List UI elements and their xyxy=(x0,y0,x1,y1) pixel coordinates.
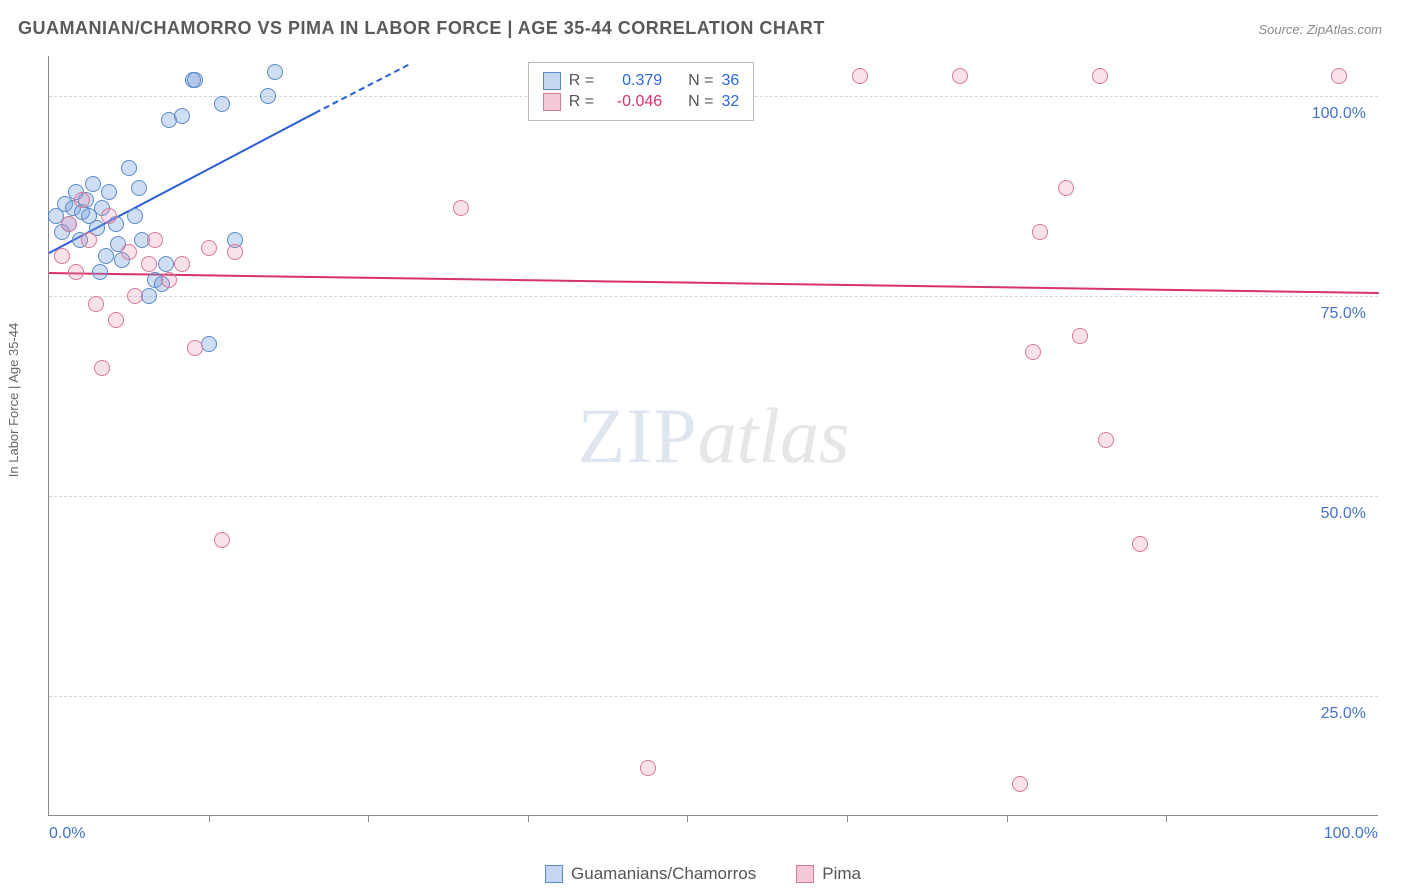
legend-swatch-icon xyxy=(796,865,814,883)
data-point xyxy=(453,200,469,216)
watermark: ZIPatlas xyxy=(578,391,850,481)
trend-line xyxy=(315,64,409,114)
chart-title: GUAMANIAN/CHAMORRO VS PIMA IN LABOR FORC… xyxy=(18,18,825,39)
data-point xyxy=(174,256,190,272)
legend-label: Pima xyxy=(822,864,861,884)
n-value: 32 xyxy=(721,93,739,111)
gridline xyxy=(49,496,1378,497)
data-point xyxy=(85,176,101,192)
data-point xyxy=(147,232,163,248)
data-point xyxy=(74,192,90,208)
data-point xyxy=(54,248,70,264)
x-tick-mark xyxy=(1007,815,1008,822)
legend-swatch-icon xyxy=(545,865,563,883)
data-point xyxy=(174,108,190,124)
legend-swatch-icon xyxy=(543,93,561,111)
legend-swatch-icon xyxy=(543,72,561,90)
data-point xyxy=(98,248,114,264)
y-axis-label: In Labor Force | Age 35-44 xyxy=(6,323,21,477)
r-label: R = xyxy=(569,72,594,90)
data-point xyxy=(1331,68,1347,84)
legend-item: Guamanians/Chamorros xyxy=(545,864,756,884)
r-value: -0.046 xyxy=(602,93,662,111)
x-tick-mark xyxy=(1166,815,1167,822)
data-point xyxy=(101,184,117,200)
data-point xyxy=(267,64,283,80)
legend-label: Guamanians/Chamorros xyxy=(571,864,756,884)
r-label: R = xyxy=(569,93,594,111)
x-tick-mark xyxy=(687,815,688,822)
data-point xyxy=(121,244,137,260)
x-tick-label: 100.0% xyxy=(1324,825,1378,843)
data-point xyxy=(1132,536,1148,552)
stats-legend-row: R = -0.046 N = 32 xyxy=(543,93,739,111)
data-point xyxy=(161,272,177,288)
n-value: 36 xyxy=(721,72,739,90)
data-point xyxy=(852,68,868,84)
data-point xyxy=(227,244,243,260)
data-point xyxy=(121,160,137,176)
data-point xyxy=(127,208,143,224)
source-attribution: Source: ZipAtlas.com xyxy=(1258,22,1382,37)
y-tick-label: 100.0% xyxy=(1312,105,1366,123)
n-label: N = xyxy=(688,72,713,90)
x-tick-label: 0.0% xyxy=(49,825,85,843)
data-point xyxy=(1092,68,1108,84)
data-point xyxy=(141,256,157,272)
x-tick-mark xyxy=(528,815,529,822)
data-point xyxy=(68,264,84,280)
stats-legend-row: R = 0.379 N = 36 xyxy=(543,72,739,90)
stats-legend: R = 0.379 N = 36 R = -0.046 N = 32 xyxy=(528,62,754,121)
data-point xyxy=(127,288,143,304)
data-point xyxy=(88,296,104,312)
x-tick-mark xyxy=(368,815,369,822)
data-point xyxy=(1025,344,1041,360)
data-point xyxy=(131,180,147,196)
legend-item: Pima xyxy=(796,864,861,884)
r-value: 0.379 xyxy=(602,72,662,90)
n-label: N = xyxy=(688,93,713,111)
data-point xyxy=(158,256,174,272)
gridline xyxy=(49,696,1378,697)
data-point xyxy=(81,232,97,248)
data-point xyxy=(640,760,656,776)
x-tick-mark xyxy=(847,815,848,822)
data-point xyxy=(1012,776,1028,792)
data-point xyxy=(108,312,124,328)
data-point xyxy=(61,216,77,232)
data-point xyxy=(214,532,230,548)
gridline xyxy=(49,296,1378,297)
data-point xyxy=(187,72,203,88)
data-point xyxy=(260,88,276,104)
x-tick-mark xyxy=(209,815,210,822)
data-point xyxy=(952,68,968,84)
plot-area: ZIPatlas 25.0%50.0%75.0%100.0%0.0%100.0%… xyxy=(48,56,1378,816)
y-tick-label: 50.0% xyxy=(1321,505,1366,523)
series-legend: Guamanians/Chamorros Pima xyxy=(545,864,861,884)
data-point xyxy=(101,208,117,224)
data-point xyxy=(92,264,108,280)
data-point xyxy=(94,360,110,376)
y-tick-label: 25.0% xyxy=(1321,705,1366,723)
data-point xyxy=(1072,328,1088,344)
trend-line xyxy=(49,272,1379,294)
data-point xyxy=(1058,180,1074,196)
data-point xyxy=(214,96,230,112)
data-point xyxy=(1032,224,1048,240)
data-point xyxy=(201,240,217,256)
data-point xyxy=(187,340,203,356)
data-point xyxy=(1098,432,1114,448)
y-tick-label: 75.0% xyxy=(1321,305,1366,323)
